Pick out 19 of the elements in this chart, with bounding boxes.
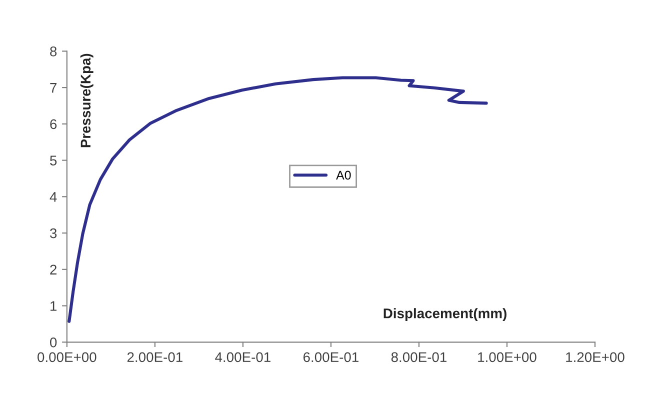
y-tick-label: 1 xyxy=(50,301,57,311)
y-tick-label: 8 xyxy=(50,46,57,56)
y-tick-label: 0 xyxy=(50,337,57,348)
y-tick-label: 6 xyxy=(50,119,57,130)
x-tick-label: 4.00E-01 xyxy=(215,352,270,362)
x-tick-label: 8.00E-01 xyxy=(391,352,446,362)
x-tick-label: 0.00E+00 xyxy=(38,352,96,362)
y-tick-label: 5 xyxy=(50,156,57,166)
x-tick-label: 2.00E-01 xyxy=(127,352,182,362)
x-tick-label: 1.00E+00 xyxy=(478,352,536,362)
legend-label: A0 xyxy=(336,170,351,180)
x-tick-label: 1.20E+00 xyxy=(566,352,624,362)
y-tick-label: 3 xyxy=(50,228,57,238)
y-tick-label: 2 xyxy=(50,264,56,274)
x-tick-label: 6.00E-01 xyxy=(303,352,358,362)
y-axis-title: Pressure(Kpa) xyxy=(80,54,94,148)
y-tick-label: 4 xyxy=(50,192,57,202)
y-tick-label: 7 xyxy=(50,83,56,93)
x-axis-title: Displacement(mm) xyxy=(384,308,506,322)
